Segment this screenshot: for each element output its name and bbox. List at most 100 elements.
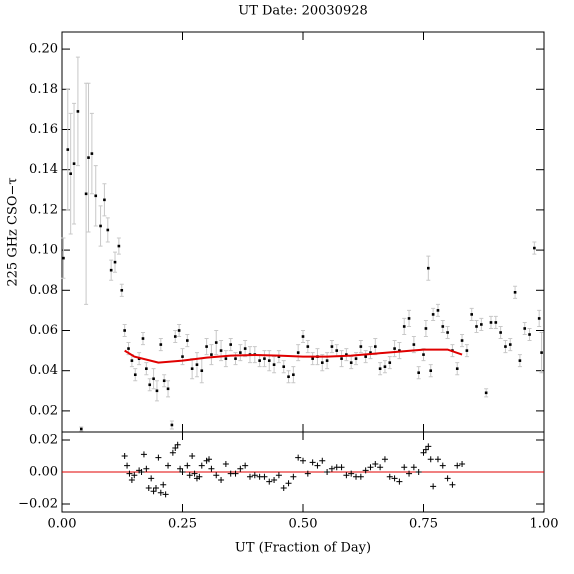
residual-point [126, 470, 133, 477]
data-point [72, 162, 76, 165]
data-point [267, 359, 271, 362]
data-point [354, 357, 358, 360]
data-point [306, 345, 310, 348]
data-point [441, 325, 445, 328]
data-point [383, 365, 387, 368]
residual-point [280, 485, 287, 491]
residual-point [218, 477, 225, 483]
data-point [219, 349, 223, 352]
residual-point [401, 464, 408, 471]
data-point [388, 361, 392, 364]
data-point [117, 244, 121, 248]
residual-point [157, 489, 164, 496]
data-point [537, 317, 541, 320]
data-point [272, 363, 276, 366]
residual-point [410, 464, 417, 471]
x-tick-label: 0.50 [289, 517, 318, 532]
data-point [364, 355, 367, 358]
data-point [66, 148, 70, 151]
residual-point [309, 459, 316, 466]
x-tick-label: 0.25 [168, 517, 197, 532]
residual-point [148, 475, 155, 482]
residual-point [179, 469, 186, 475]
data-point [508, 343, 512, 346]
data-point [106, 228, 110, 232]
y-tick-label: 0.20 [29, 42, 58, 57]
data-point [311, 357, 314, 360]
data-point [513, 291, 517, 294]
data-point [173, 335, 177, 338]
y-tick-label: 0.14 [29, 162, 58, 177]
residual-point [420, 449, 427, 456]
residual-point [186, 472, 193, 479]
residual-point [206, 456, 213, 463]
plot-frame [61, 31, 545, 433]
residual-point [324, 469, 331, 475]
residual-point [237, 465, 244, 472]
residual-point [422, 446, 429, 453]
residual-point [362, 467, 369, 474]
data-point [345, 353, 348, 356]
data-point [234, 357, 237, 360]
data-point [152, 377, 155, 381]
data-point [141, 337, 145, 340]
y-tick-label: 0.02 [29, 403, 58, 418]
data-point [94, 194, 98, 198]
residual-point [415, 469, 422, 475]
residual-point [391, 475, 398, 482]
residual-point [459, 461, 466, 467]
data-point [200, 369, 204, 372]
residual-point [314, 462, 321, 469]
data-point [455, 367, 459, 370]
residual-point [143, 465, 150, 472]
data-point [162, 379, 166, 383]
data-point [494, 321, 498, 324]
residual-point [246, 473, 253, 480]
data-point [287, 375, 290, 379]
data-point [145, 367, 148, 370]
residual-point [377, 464, 384, 471]
residual-point [152, 485, 159, 491]
data-point [87, 156, 90, 159]
x-tick-label: 1.00 [530, 517, 559, 532]
data-point [148, 383, 152, 387]
residual-point [348, 470, 355, 477]
y-tick-label: 0.02 [29, 433, 58, 448]
y-tick-label: 0.16 [29, 122, 58, 137]
y-tick-label: 0.10 [29, 243, 58, 258]
residual-point [150, 488, 157, 495]
data-point [489, 321, 493, 324]
data-point [99, 224, 102, 228]
data-point [470, 313, 473, 316]
data-point [103, 198, 106, 202]
residual-point [222, 461, 229, 467]
residual-point [174, 441, 181, 448]
data-point [190, 367, 194, 370]
data-point [205, 345, 208, 348]
residual-point [300, 457, 306, 464]
data-point [431, 313, 435, 316]
residual-point [184, 462, 191, 469]
data-point [159, 343, 163, 346]
residual-point [328, 465, 335, 472]
data-point [523, 327, 527, 330]
data-point [325, 359, 329, 362]
data-point [133, 373, 137, 377]
data-point [292, 373, 295, 377]
residual-point [439, 462, 446, 469]
residual-point [430, 483, 437, 490]
data-point [436, 309, 440, 312]
data-point [84, 192, 88, 196]
residual-point [177, 465, 184, 472]
x-tick-label: 0.00 [48, 517, 77, 532]
data-point [166, 387, 170, 391]
y-tick-label: 0.18 [29, 82, 58, 97]
data-point [301, 335, 305, 338]
chart-title: UT Date: 20030928 [238, 4, 368, 19]
data-point [130, 359, 134, 362]
residual-point [454, 462, 461, 469]
data-point [229, 343, 232, 346]
data-point [181, 355, 184, 358]
data-point [263, 357, 266, 360]
